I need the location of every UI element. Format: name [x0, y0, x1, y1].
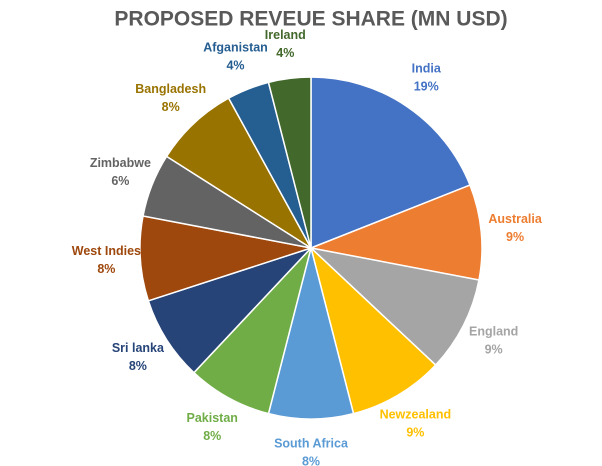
slice-label: Sri lanka — [112, 341, 165, 355]
slice-label: Bangladesh — [135, 82, 206, 96]
slice-label: Australia — [488, 212, 543, 226]
pie-slice — [308, 184, 483, 281]
value-label: 8% — [162, 100, 180, 114]
value-label: 8% — [129, 359, 147, 373]
slice-label: Zimbabwe — [90, 156, 151, 170]
value-label: 8% — [302, 454, 320, 466]
value-label: 9% — [406, 426, 424, 440]
value-label: 4% — [276, 46, 294, 60]
value-label: 19% — [414, 80, 439, 94]
value-label: 4% — [226, 59, 244, 73]
value-label: 9% — [506, 230, 524, 244]
pie-slice — [267, 76, 312, 249]
chart-title: PROPOSED REVEUE SHARE (MN USD) — [114, 8, 507, 31]
slice-label: Pakistan — [187, 411, 238, 425]
value-label: 8% — [97, 262, 115, 276]
value-label: 8% — [203, 429, 221, 443]
slice-label: West Indies — [72, 244, 141, 258]
slice-label: India — [412, 62, 442, 76]
slice-label: Ireland — [265, 28, 306, 42]
slice-label: England — [469, 324, 518, 338]
slice-label: South Africa — [274, 436, 349, 450]
slice-label: Newzealand — [380, 408, 452, 422]
slice-label: Afganistan — [203, 41, 268, 55]
value-label: 6% — [111, 174, 129, 188]
pie-slice — [308, 246, 480, 367]
pie-slice — [309, 245, 437, 415]
pie-slice — [310, 76, 471, 250]
value-label: 9% — [485, 342, 503, 356]
